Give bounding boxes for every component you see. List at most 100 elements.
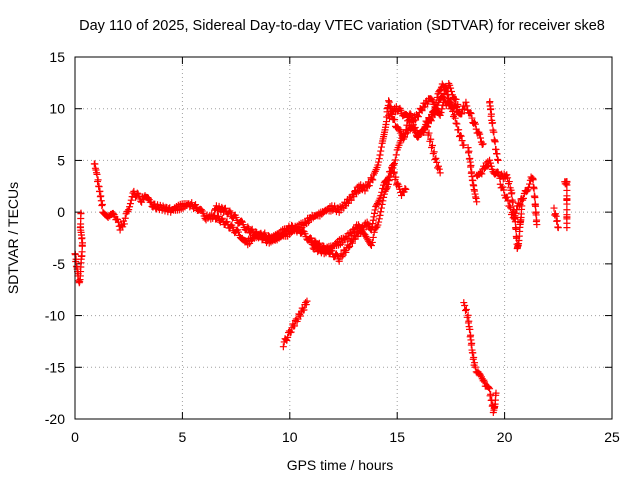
grid xyxy=(75,57,612,419)
data-point xyxy=(410,125,418,133)
data-point xyxy=(354,188,362,196)
data-point xyxy=(494,156,502,164)
data-point xyxy=(284,333,292,341)
data-point xyxy=(361,187,369,195)
data-point xyxy=(373,201,381,209)
data-point xyxy=(124,207,132,215)
data-point xyxy=(447,98,455,106)
data-point xyxy=(385,97,393,105)
series-arc-late-3 xyxy=(458,98,487,149)
data-point xyxy=(550,204,558,212)
data-point xyxy=(369,233,377,241)
data-point xyxy=(347,196,355,204)
data-point xyxy=(365,182,373,190)
data-point xyxy=(427,117,435,125)
data-point xyxy=(377,208,385,216)
data-point xyxy=(503,193,511,201)
data-point xyxy=(390,160,398,168)
data-point xyxy=(532,202,540,210)
data-point xyxy=(374,161,382,169)
data-point xyxy=(470,353,478,361)
data-point xyxy=(300,306,308,314)
data-point xyxy=(385,177,393,185)
data-point xyxy=(306,234,314,242)
data-point xyxy=(466,109,474,117)
y-tick-label: 15 xyxy=(49,49,65,65)
y-tick-label: -5 xyxy=(53,256,66,272)
data-point xyxy=(227,209,235,217)
data-point xyxy=(370,209,378,217)
data-point xyxy=(418,107,426,115)
data-point xyxy=(452,119,460,127)
data-point xyxy=(383,184,391,192)
data-point xyxy=(77,209,85,217)
data-point xyxy=(375,155,383,163)
data-point xyxy=(373,200,381,208)
data-point xyxy=(428,142,436,149)
data-point xyxy=(486,159,494,167)
data-point xyxy=(452,103,460,111)
data-point xyxy=(486,385,494,393)
data-point xyxy=(427,135,435,143)
data-point xyxy=(463,102,471,110)
series-arc-end-1 xyxy=(550,204,562,232)
data-point xyxy=(462,306,470,314)
series-arc-late-2 xyxy=(464,144,481,206)
data-point xyxy=(485,383,493,391)
data-point xyxy=(192,201,200,209)
data-point xyxy=(350,193,358,201)
data-point xyxy=(435,165,443,173)
data-point xyxy=(377,143,385,151)
data-point xyxy=(523,187,531,195)
series-arc-late-5 xyxy=(473,156,526,252)
data-point xyxy=(478,141,486,149)
data-point xyxy=(481,378,489,386)
data-point xyxy=(477,134,485,142)
data-point xyxy=(490,128,498,136)
data-point xyxy=(144,194,152,202)
data-point xyxy=(302,301,310,309)
data-point xyxy=(510,213,518,221)
data-point xyxy=(252,228,260,236)
data-point xyxy=(385,98,393,106)
series-arc-late-1 xyxy=(423,123,444,177)
data-point xyxy=(507,204,515,212)
data-point xyxy=(457,132,465,140)
data-point xyxy=(283,336,291,344)
data-point xyxy=(287,328,295,336)
data-point xyxy=(458,137,466,145)
data-point xyxy=(375,215,383,223)
data-point xyxy=(433,158,441,166)
series-arc-mid-upper xyxy=(385,95,466,126)
data-point xyxy=(499,183,507,191)
data-point xyxy=(435,110,443,118)
data-point xyxy=(492,389,500,397)
data-point xyxy=(368,238,376,246)
data-point xyxy=(98,200,106,208)
data-point xyxy=(369,216,377,224)
data-point xyxy=(375,158,383,166)
series-arc-late-4 xyxy=(486,98,502,164)
y-axis-label: SDTVAR / TECUs xyxy=(5,182,21,294)
y-tick-label: 10 xyxy=(49,101,65,117)
data-point xyxy=(335,257,343,265)
data-point xyxy=(551,211,559,219)
data-point xyxy=(487,162,495,170)
y-tick-label: -10 xyxy=(45,308,65,324)
data-point xyxy=(348,239,356,247)
data-point xyxy=(377,204,385,212)
data-points xyxy=(71,80,571,416)
y-tick-label: 0 xyxy=(57,204,65,220)
series-arc-end-2 xyxy=(561,177,571,232)
data-point xyxy=(462,98,470,106)
data-point xyxy=(438,105,446,113)
data-point xyxy=(391,116,399,124)
data-point xyxy=(371,206,379,214)
data-point xyxy=(370,213,378,221)
data-point xyxy=(467,162,475,170)
data-point xyxy=(297,312,305,320)
data-point xyxy=(414,113,422,121)
data-point xyxy=(93,170,101,178)
data-point xyxy=(553,217,561,225)
